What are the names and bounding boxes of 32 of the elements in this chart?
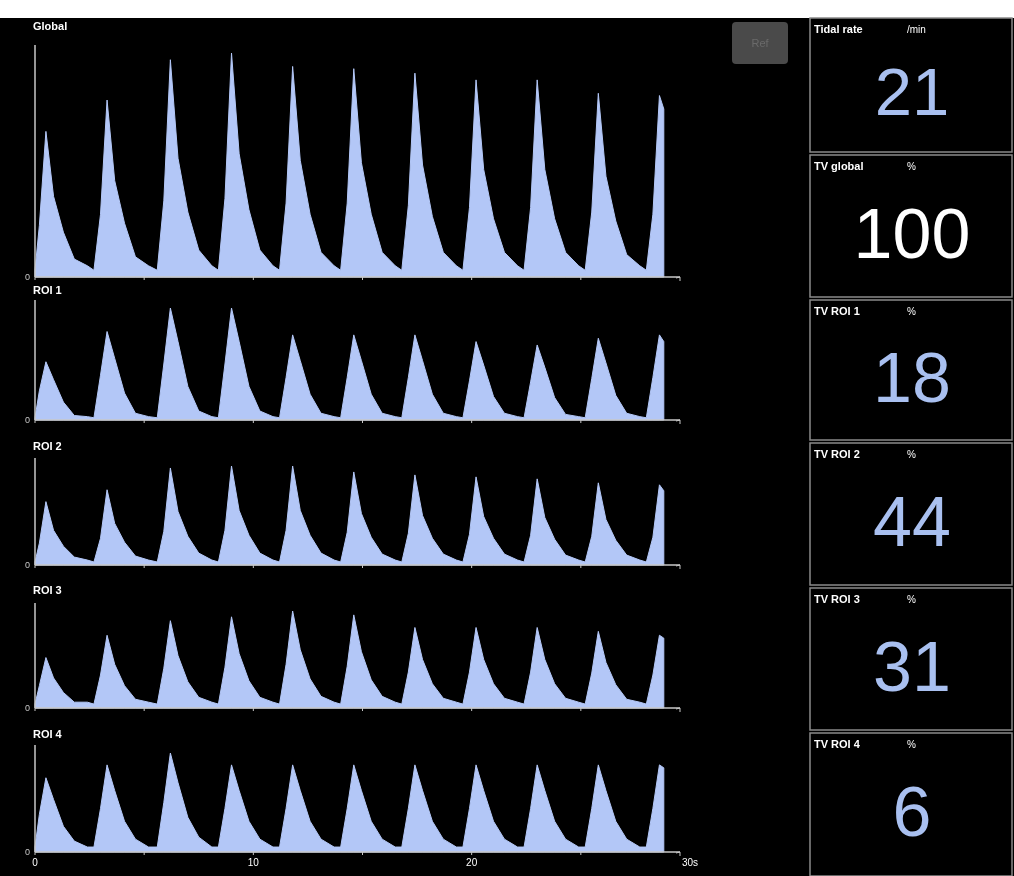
text: 0 <box>24 560 30 570</box>
x-tick-label: 0 <box>32 857 39 868</box>
text: Tidal rate <box>814 23 863 35</box>
text: % <box>907 739 916 750</box>
text: % <box>907 594 916 605</box>
chart-title: ROI 1 <box>33 284 62 296</box>
text: 0 <box>24 415 30 425</box>
text: /min <box>907 24 926 35</box>
text: 0 <box>24 847 30 857</box>
text: TV ROI 3 <box>814 593 860 605</box>
x-tick-label: 20 <box>466 857 478 868</box>
x-tick-label: 10 <box>247 857 260 868</box>
data-label: 21 <box>874 54 950 130</box>
text: TV global <box>814 160 864 172</box>
text: % <box>907 306 916 317</box>
chart-title: ROI 3 <box>33 584 62 596</box>
text: % <box>907 449 916 460</box>
text: TV ROI 1 <box>814 305 860 317</box>
text: 0 <box>24 703 30 713</box>
data-label: 44 <box>873 482 951 561</box>
chart-title: ROI 2 <box>33 440 62 452</box>
data-label: 31 <box>873 627 951 706</box>
x-tick-label: 30s <box>681 857 699 868</box>
text: % <box>907 161 916 172</box>
text: TV ROI 2 <box>814 448 860 460</box>
data-label: 18 <box>873 338 951 417</box>
chart-title: Global <box>33 20 68 32</box>
data-label: 100 <box>853 194 971 273</box>
text: 0 <box>24 272 30 282</box>
chart-title: ROI 4 <box>33 728 63 740</box>
text: TV ROI 4 <box>814 738 861 750</box>
data-label: 6 <box>892 773 932 851</box>
